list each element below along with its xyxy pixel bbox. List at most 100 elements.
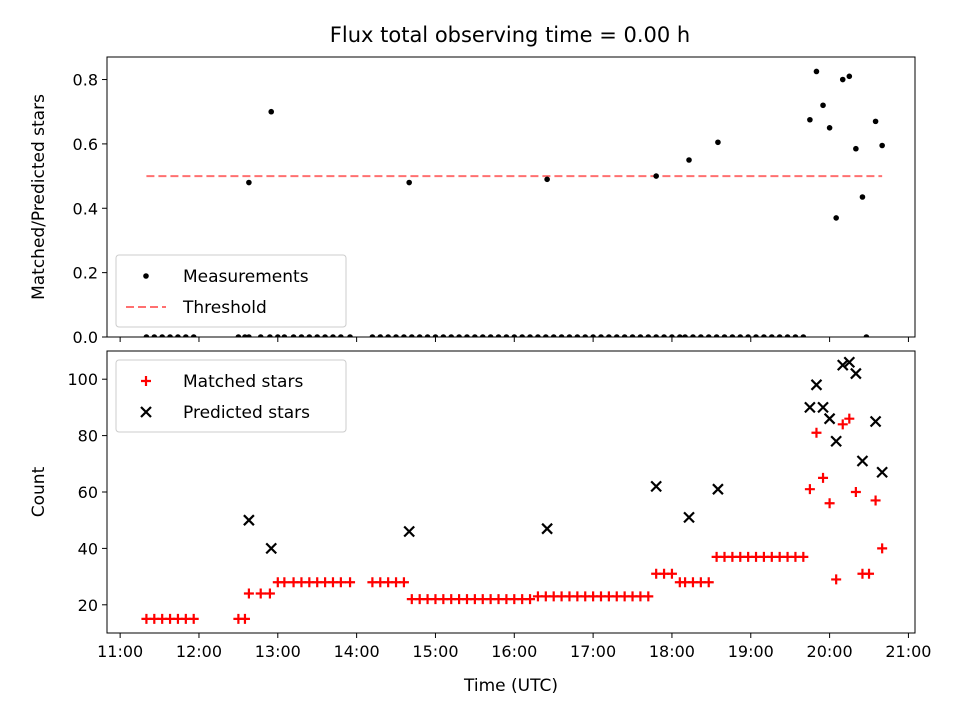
data-point (448, 334, 455, 337)
data-point (661, 334, 667, 337)
data-point (761, 334, 767, 337)
data-point (682, 334, 688, 337)
data-point (267, 334, 273, 337)
data-point (869, 415, 882, 428)
data-point (870, 495, 881, 506)
data-point (817, 401, 829, 414)
data-point (850, 367, 862, 380)
data-point (826, 125, 833, 131)
data-point (598, 334, 604, 337)
data-point (877, 543, 888, 554)
series-1 (243, 356, 888, 555)
data-point (650, 480, 662, 493)
x-tick-label: 12:00 (176, 642, 222, 661)
data-point (830, 435, 842, 448)
data-point (385, 334, 391, 337)
bottom-panel: 11:00 12:00 13:00 14:00 15:00 16:00 17:00 18:00… (29, 350, 931, 696)
data-point (281, 334, 288, 337)
x-tick-label: 16:00 (491, 642, 537, 661)
data-point (330, 334, 336, 337)
data-point (666, 568, 677, 579)
data-point (151, 334, 158, 337)
legend: Measurements Threshold (115, 254, 347, 328)
data-point (393, 334, 399, 337)
data-point (804, 401, 816, 414)
y-axis-label: Matched/Predicted stars (29, 94, 49, 300)
data-point (345, 577, 356, 588)
x-tick-label: 20:00 (807, 642, 853, 661)
x-tick-label: 17:00 (570, 642, 616, 661)
legend-label: Matched stars (183, 372, 303, 392)
data-point (653, 173, 659, 179)
legend-box (115, 254, 347, 328)
data-point (677, 334, 683, 337)
top-panel: 0.0 0.2 0.4 0.6 0.8 Matched/Predicted stars Me… (29, 56, 916, 347)
data-point (839, 76, 846, 83)
data-point (768, 334, 775, 337)
data-point (566, 334, 573, 337)
y-tick-label: 100 (67, 370, 98, 389)
data-point (472, 334, 478, 337)
data-point (403, 525, 415, 538)
data-point (613, 334, 620, 337)
data-point (590, 334, 596, 337)
data-point (836, 359, 849, 371)
data-point (686, 157, 692, 163)
plot-area (141, 356, 888, 624)
data-point (844, 413, 855, 424)
data-point (519, 334, 525, 337)
data-point (290, 334, 297, 337)
legend-marker (140, 406, 152, 418)
x-tick-label: 13:00 (255, 642, 301, 661)
data-point (409, 334, 415, 337)
data-point (495, 334, 502, 337)
data-point (776, 334, 783, 337)
data-point (190, 334, 197, 337)
data-point (479, 334, 486, 337)
data-point (183, 334, 189, 337)
data-point (243, 514, 255, 526)
legend-marker (141, 376, 151, 386)
plot-area (143, 68, 885, 337)
data-point (268, 108, 275, 115)
data-point (853, 145, 859, 152)
data-point (558, 334, 565, 337)
data-point (456, 334, 462, 337)
data-point (544, 176, 550, 183)
data-point (856, 455, 869, 467)
data-point (807, 116, 813, 123)
x-tick-label: 11:00 (97, 642, 143, 661)
data-point (377, 334, 384, 337)
data-point (831, 574, 842, 585)
data-point (159, 334, 165, 337)
data-point (487, 334, 494, 337)
y-tick-label: 0.8 (73, 71, 98, 90)
data-point (703, 577, 714, 588)
x-axis-label: Time (UTC) (463, 676, 558, 696)
data-point (818, 472, 829, 483)
chart-title: Flux total observing time = 0.00 h (330, 23, 690, 47)
data-point (440, 334, 447, 337)
data-point (859, 194, 866, 200)
data-point (322, 334, 328, 337)
data-point (715, 139, 721, 146)
data-point (811, 427, 822, 438)
data-point (175, 334, 181, 337)
data-point (824, 498, 835, 509)
data-point (424, 334, 431, 337)
data-point (574, 334, 581, 337)
data-point (863, 334, 870, 337)
data-point (872, 118, 879, 125)
legend-box (115, 359, 347, 433)
data-point (335, 577, 346, 588)
data-point (525, 594, 536, 605)
y-tick-label: 20 (78, 596, 98, 615)
x-tick-label: 14:00 (334, 642, 380, 661)
data-point (274, 334, 281, 337)
y-tick-label: 60 (78, 483, 98, 502)
data-point (264, 588, 275, 599)
data-point (683, 511, 695, 524)
data-point (246, 334, 252, 337)
data-point (850, 487, 861, 497)
